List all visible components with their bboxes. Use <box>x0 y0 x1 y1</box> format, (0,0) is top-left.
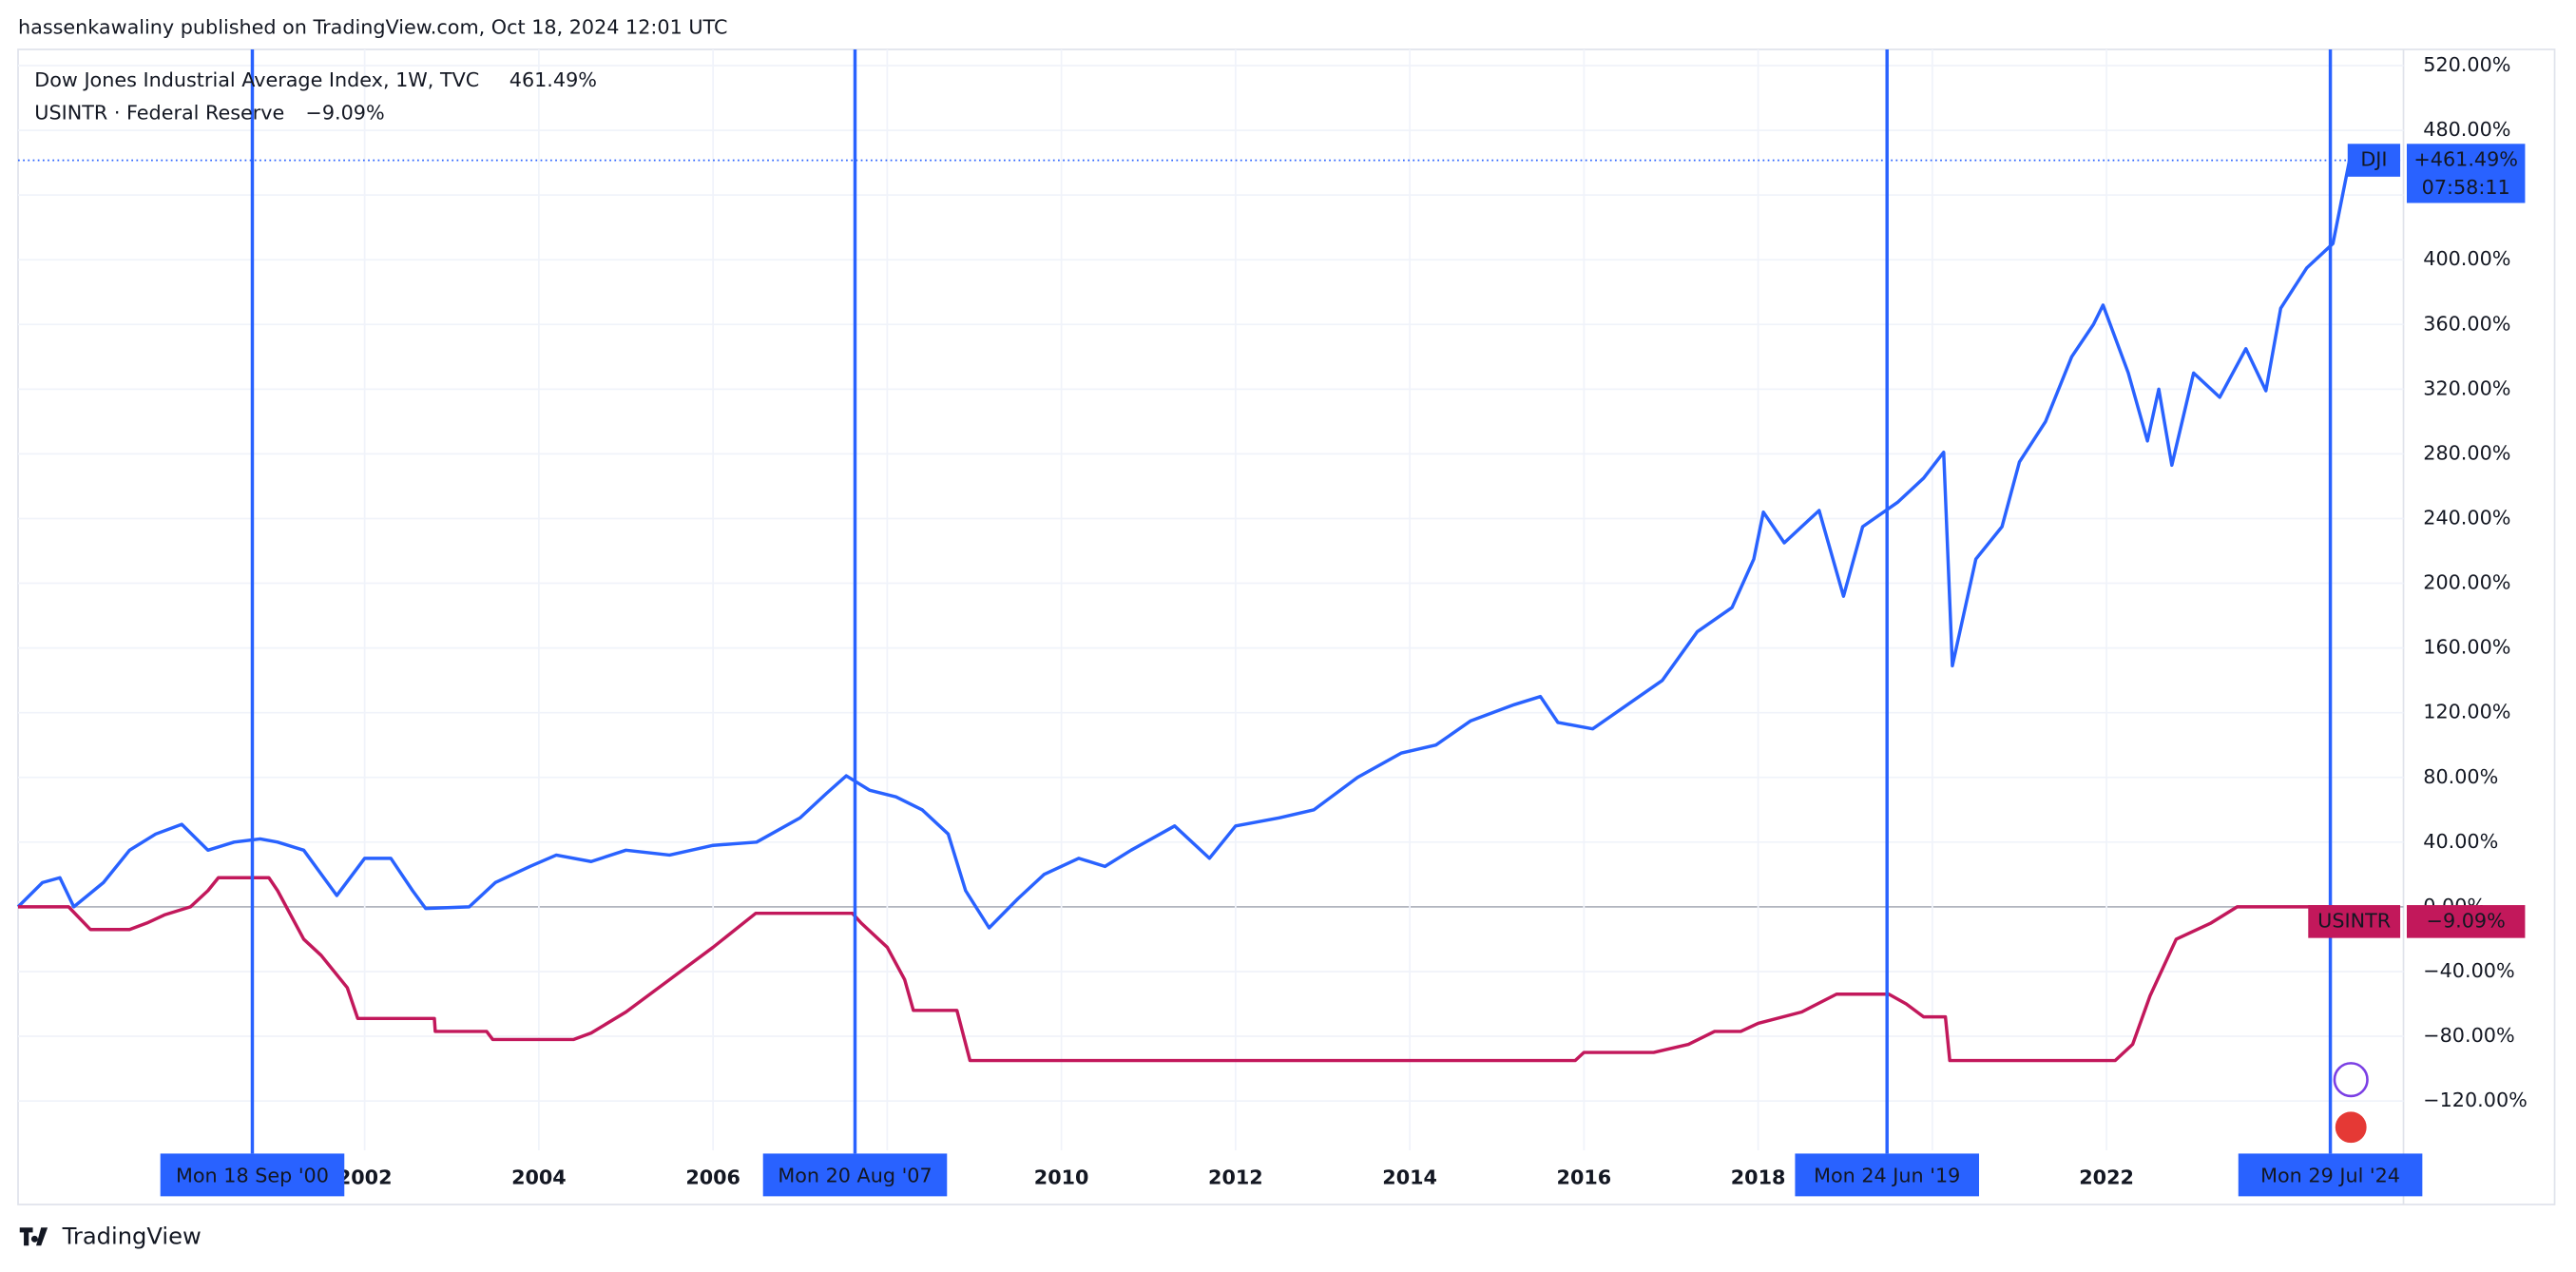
countdown-label: 07:58:11 <box>2422 176 2510 199</box>
marker-label: Mon 20 Aug '07 <box>778 1165 932 1187</box>
plot <box>16 160 2352 1063</box>
x-tick-label: 2010 <box>1034 1166 1089 1188</box>
legend-name: USINTR · Federal Reserve <box>34 101 284 124</box>
y-tick-label: 520.00% <box>2423 53 2510 76</box>
price-label-bg <box>2406 144 2526 203</box>
price-label: +461.49% <box>2413 148 2518 171</box>
legend-name: Dow Jones Industrial Average Index, 1W, … <box>34 68 479 91</box>
legend-value: 461.49% <box>509 68 597 91</box>
price-label-bg <box>2406 905 2526 938</box>
x-tick-label: 2022 <box>2079 1166 2134 1188</box>
overlay: Mon 18 Sep '00 Mon 20 Aug '07 Mon 24 Jun '… <box>18 48 2526 1197</box>
x-tick-label: 2016 <box>1557 1166 1612 1188</box>
x-tick-label: 2004 <box>511 1166 567 1188</box>
y-tick-label: 120.00% <box>2423 701 2510 723</box>
series-line <box>16 160 2352 930</box>
y-tick-label: 280.00% <box>2423 441 2510 464</box>
icon <box>2334 1109 2369 1145</box>
symbol-label: DJI <box>2360 148 2387 171</box>
x-tick-label: 2002 <box>337 1166 393 1188</box>
frame <box>17 48 2556 1205</box>
y-tick-label: 320.00% <box>2423 376 2510 399</box>
grid: −120.00%−80.00%−40.00%0.00%40.00%80.00%1… <box>18 48 2528 1188</box>
y-tick-label: 200.00% <box>2423 571 2510 594</box>
y-tick-label: 160.00% <box>2423 636 2510 659</box>
marker-label-bg <box>160 1153 345 1197</box>
marker-label: Mon 29 Jul '24 <box>2260 1165 2400 1187</box>
symbol-label: USINTR <box>2317 909 2391 932</box>
x-tick-label: 2012 <box>1208 1166 1263 1188</box>
x-tick-label: 2014 <box>1382 1166 1437 1188</box>
y-tick-label: −40.00% <box>2423 959 2514 982</box>
x-tick-label: 2018 <box>1731 1166 1786 1188</box>
y-tick-label: 80.00% <box>2423 765 2498 788</box>
y-tick-label: 480.00% <box>2423 118 2510 141</box>
marker-label-bg <box>762 1153 948 1197</box>
marker-label-bg <box>1795 1153 1979 1197</box>
legend: Dow Jones Industrial Average Index, 1W, … <box>34 68 597 125</box>
marker-label: Mon 18 Sep '00 <box>176 1165 329 1187</box>
marker-label-bg <box>2238 1153 2423 1197</box>
y-tick-label: 40.00% <box>2423 830 2498 853</box>
legend-value: −9.09% <box>305 101 384 124</box>
logo <box>19 1227 48 1246</box>
footer: TradingView <box>19 1224 202 1250</box>
brand: TradingView <box>62 1224 202 1250</box>
y-tick-label: −80.00% <box>2423 1024 2514 1047</box>
icons <box>2333 1062 2369 1145</box>
y-tick-label: −120.00% <box>2423 1089 2528 1111</box>
y-tick-label: 360.00% <box>2423 312 2510 335</box>
symbol-label-bg <box>2347 144 2401 177</box>
y-tick-label: 400.00% <box>2423 247 2510 270</box>
y-tick-label: 240.00% <box>2423 506 2510 529</box>
x-tick-label: 2006 <box>685 1166 740 1188</box>
publisher: hassenkawaliny published on TradingView.… <box>18 16 727 39</box>
symbol-label-bg <box>2308 905 2401 938</box>
icon <box>2333 1062 2369 1098</box>
marker-label: Mon 24 Jun '19 <box>1814 1165 1960 1187</box>
series-line <box>18 876 2345 1063</box>
price-label: −9.09% <box>2427 909 2506 932</box>
